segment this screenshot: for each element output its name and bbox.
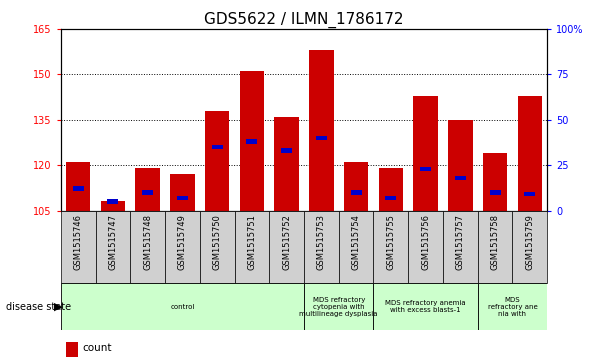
Text: GSM1515757: GSM1515757 bbox=[456, 214, 465, 270]
Bar bbox=[165, 211, 200, 283]
Text: disease state: disease state bbox=[6, 302, 71, 312]
Bar bbox=[274, 117, 299, 211]
Bar bbox=[489, 190, 500, 195]
Bar bbox=[66, 162, 91, 211]
Bar bbox=[235, 211, 269, 283]
Bar bbox=[304, 211, 339, 283]
Bar bbox=[517, 95, 542, 211]
Bar bbox=[304, 283, 373, 330]
Bar bbox=[379, 168, 403, 211]
Bar bbox=[73, 187, 84, 191]
Text: GSM1515750: GSM1515750 bbox=[213, 214, 222, 270]
Bar bbox=[455, 176, 466, 180]
Bar bbox=[408, 211, 443, 283]
Bar bbox=[524, 192, 535, 196]
Bar bbox=[136, 168, 160, 211]
Bar bbox=[351, 190, 362, 195]
Text: MDS refractory
cytopenia with
multilineage dysplasia: MDS refractory cytopenia with multilinea… bbox=[300, 297, 378, 317]
Text: ▶: ▶ bbox=[54, 302, 62, 312]
Bar bbox=[443, 211, 478, 283]
Bar bbox=[478, 211, 513, 283]
Bar bbox=[170, 174, 195, 211]
Bar bbox=[478, 283, 547, 330]
Bar bbox=[309, 50, 334, 211]
Text: GSM1515746: GSM1515746 bbox=[74, 214, 83, 270]
Bar bbox=[281, 148, 292, 153]
Bar bbox=[344, 162, 368, 211]
Bar bbox=[316, 136, 327, 140]
Bar bbox=[66, 342, 78, 357]
Title: GDS5622 / ILMN_1786172: GDS5622 / ILMN_1786172 bbox=[204, 12, 404, 28]
Bar bbox=[420, 167, 431, 171]
Text: count: count bbox=[83, 343, 112, 353]
Text: MDS refractory anemia
with excess blasts-1: MDS refractory anemia with excess blasts… bbox=[385, 300, 466, 313]
Text: GSM1515752: GSM1515752 bbox=[282, 214, 291, 270]
Bar bbox=[61, 283, 304, 330]
Text: GSM1515751: GSM1515751 bbox=[247, 214, 257, 270]
Bar bbox=[95, 211, 130, 283]
Text: GSM1515759: GSM1515759 bbox=[525, 214, 534, 270]
Text: GSM1515749: GSM1515749 bbox=[178, 214, 187, 270]
Bar bbox=[240, 72, 264, 211]
Bar bbox=[61, 211, 95, 283]
Text: GSM1515758: GSM1515758 bbox=[491, 214, 500, 270]
Bar bbox=[339, 211, 373, 283]
Text: GSM1515748: GSM1515748 bbox=[143, 214, 152, 270]
Text: control: control bbox=[170, 304, 195, 310]
Bar bbox=[413, 95, 438, 211]
Bar bbox=[205, 111, 229, 211]
Bar bbox=[385, 196, 396, 200]
Bar bbox=[513, 211, 547, 283]
Bar bbox=[177, 196, 188, 200]
Bar bbox=[101, 201, 125, 211]
Bar bbox=[200, 211, 235, 283]
Bar bbox=[130, 211, 165, 283]
Bar bbox=[373, 211, 408, 283]
Bar bbox=[212, 145, 223, 149]
Bar bbox=[269, 211, 304, 283]
Bar bbox=[142, 190, 153, 195]
Text: GSM1515756: GSM1515756 bbox=[421, 214, 430, 270]
Text: GSM1515755: GSM1515755 bbox=[386, 214, 395, 270]
Text: GSM1515753: GSM1515753 bbox=[317, 214, 326, 270]
Bar bbox=[448, 120, 472, 211]
Bar bbox=[373, 283, 478, 330]
Bar bbox=[246, 139, 257, 144]
Bar bbox=[108, 199, 119, 204]
Text: MDS
refractory ane
nia with: MDS refractory ane nia with bbox=[488, 297, 537, 317]
Bar bbox=[483, 153, 507, 211]
Text: GSM1515754: GSM1515754 bbox=[351, 214, 361, 270]
Text: GSM1515747: GSM1515747 bbox=[108, 214, 117, 270]
